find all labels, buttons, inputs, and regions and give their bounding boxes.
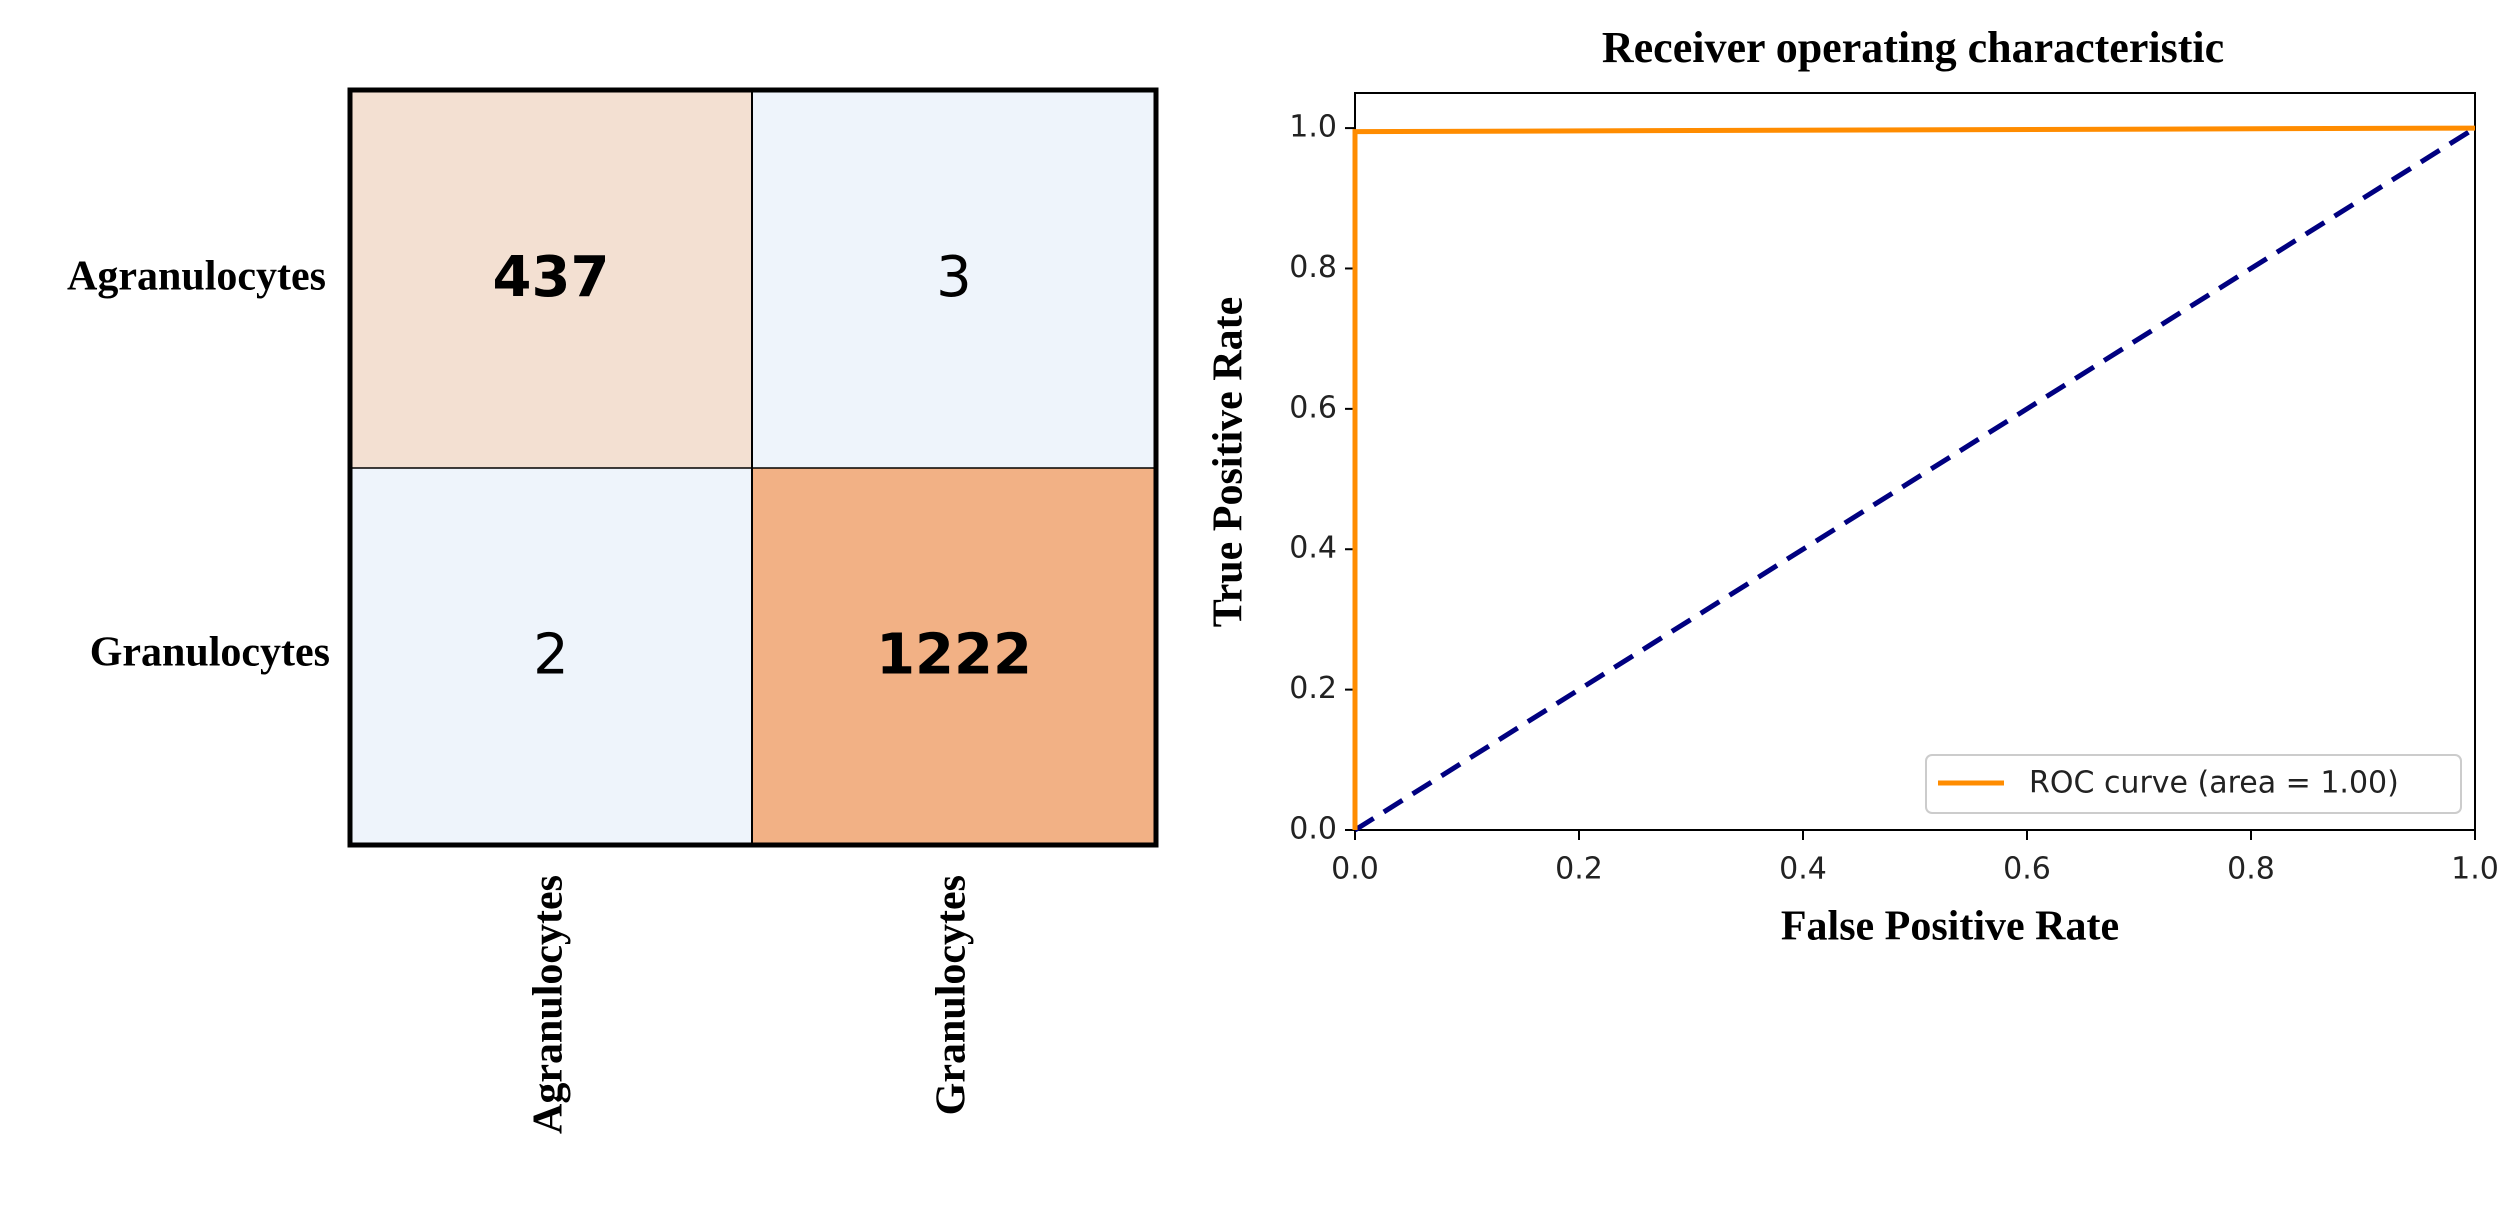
- roc-legend: ROC curve (area = 1.00): [1925, 754, 2462, 814]
- confusion-matrix: 437 3 2 1222 Agranulocytes Granulocytes Agr…: [67, 87, 1159, 1134]
- roc-y-axis-label: True Positive Rate: [1206, 297, 1252, 627]
- cm-value-r0-c1: 3: [936, 245, 972, 310]
- cm-col-label-agranulocytes: Agranulocytes: [526, 875, 572, 1134]
- y-tick-label: 1.0: [1289, 110, 1337, 145]
- x-tick-label: 0.4: [1779, 852, 1827, 887]
- roc-chart: Receiver operating characteristic 0.0 0.2…: [1206, 23, 2499, 950]
- roc-x-axis-label: False Positive Rate: [1781, 904, 2119, 950]
- chance-diagonal-line: [1353, 125, 2477, 833]
- cm-cell-r0-c0: [350, 90, 752, 468]
- cm-row-label-granulocytes: Granulocytes: [90, 630, 330, 676]
- y-tick-label: 0.0: [1289, 812, 1337, 847]
- x-tick-label: 0.6: [2003, 852, 2051, 887]
- roc-title: Receiver operating characteristic: [1602, 23, 2224, 72]
- cm-value-r1-c1: 1222: [876, 623, 1032, 688]
- cm-cell-r1-c0: [350, 468, 752, 845]
- cm-value-r1-c0: 2: [533, 623, 569, 688]
- roc-plot-area: [1354, 92, 2476, 831]
- x-tick-label: 1.0: [2451, 852, 2499, 887]
- y-tick-label: 0.6: [1289, 390, 1337, 425]
- x-tick-label: 0.0: [1331, 852, 1379, 887]
- cm-border: [347, 87, 1159, 848]
- roc-curve-line: [1352, 125, 2476, 830]
- cm-cell-r0-c1: [752, 90, 1156, 468]
- y-tick-label: 0.2: [1289, 671, 1337, 706]
- y-tick-label: 0.4: [1289, 531, 1337, 566]
- cm-value-r0-c0: 437: [493, 245, 610, 310]
- x-tick-label: 0.8: [2227, 852, 2275, 887]
- x-tick-label: 0.2: [1555, 852, 1603, 887]
- legend-box: [1925, 754, 2462, 814]
- cm-cell-r1-c1: [752, 468, 1156, 845]
- cm-row-label-agranulocytes: Agranulocytes: [67, 254, 326, 300]
- legend-roc-curve-label: ROC curve (area = 1.00): [2029, 766, 2399, 801]
- y-tick-label: 0.8: [1289, 250, 1337, 285]
- cm-col-label-granulocytes: Granulocytes: [929, 875, 975, 1115]
